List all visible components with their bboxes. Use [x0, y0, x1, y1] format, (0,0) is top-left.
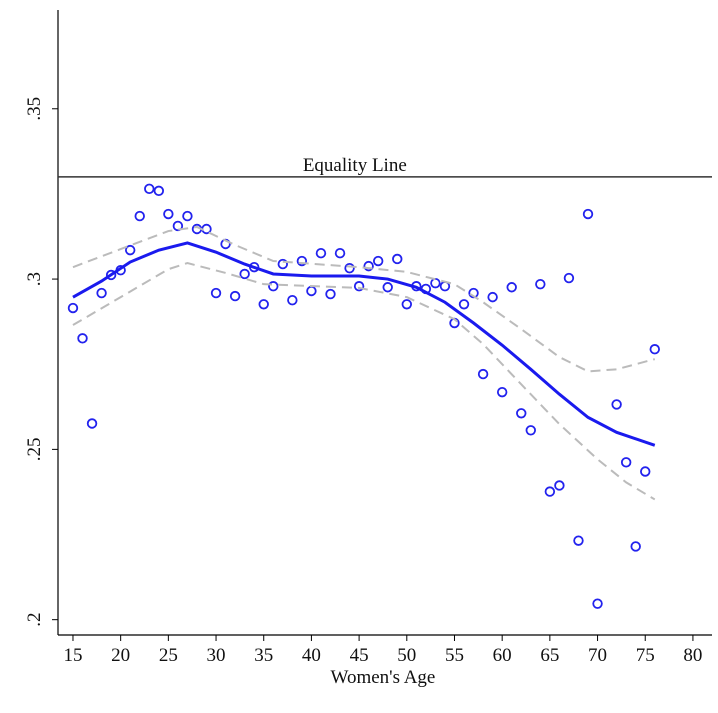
- point: [382, 282, 393, 293]
- x-tick-label: 40: [302, 645, 321, 666]
- point: [277, 258, 289, 270]
- point: [105, 269, 117, 281]
- point: [268, 281, 279, 292]
- point: [86, 418, 98, 429]
- point: [325, 288, 336, 300]
- point: [592, 598, 603, 609]
- point: [582, 208, 594, 220]
- point: [458, 299, 470, 310]
- x-tick-label: 65: [540, 645, 559, 666]
- point: [477, 368, 489, 380]
- x-tick-label: 50: [397, 645, 416, 666]
- x-tick-label: 80: [683, 645, 702, 666]
- x-tick-label: 30: [207, 645, 226, 666]
- x-tick-label: 75: [636, 645, 655, 666]
- point: [334, 247, 346, 259]
- point: [353, 281, 365, 292]
- point: [134, 210, 145, 222]
- point: [96, 287, 107, 299]
- point: [649, 344, 660, 355]
- point: [344, 262, 355, 274]
- y-tick-label: .25: [24, 437, 45, 461]
- y-tick-label: .2: [24, 613, 45, 627]
- x-tick-label: 25: [159, 645, 178, 666]
- x-tick-label: 20: [111, 645, 130, 666]
- point: [287, 294, 298, 306]
- y-tick-label: .35: [24, 97, 45, 121]
- x-tick-label: 35: [254, 645, 273, 666]
- y-tick-label: .3: [24, 272, 45, 286]
- point: [172, 220, 184, 232]
- point: [487, 291, 498, 303]
- point: [630, 541, 641, 552]
- point: [401, 299, 412, 310]
- point: [125, 244, 136, 256]
- point: [516, 408, 527, 419]
- point: [496, 386, 508, 398]
- equality-label: Equality Line: [303, 155, 407, 176]
- point: [525, 425, 536, 436]
- point: [315, 247, 327, 259]
- point: [430, 277, 441, 289]
- point: [306, 285, 317, 297]
- fit-line: [72, 241, 656, 447]
- point: [258, 299, 269, 310]
- point: [163, 208, 174, 220]
- confidence-band: [72, 262, 656, 501]
- point: [506, 282, 517, 293]
- point: [239, 268, 250, 280]
- x-tick-label: 60: [493, 645, 512, 666]
- point: [640, 466, 651, 477]
- point: [67, 302, 79, 314]
- point: [611, 399, 622, 410]
- point: [535, 278, 546, 290]
- point: [392, 253, 403, 265]
- point: [554, 480, 565, 491]
- point: [77, 333, 88, 344]
- point: [153, 185, 165, 197]
- point: [296, 255, 308, 267]
- point: [372, 255, 384, 267]
- x-tick-label: 55: [445, 645, 464, 666]
- confidence-band: [72, 225, 656, 373]
- x-tick-label: 70: [588, 645, 607, 666]
- point: [544, 486, 556, 497]
- x-tick-label: 45: [350, 645, 369, 666]
- point: [620, 457, 632, 468]
- point: [144, 183, 155, 195]
- x-tick-label: 15: [63, 645, 82, 666]
- point: [573, 535, 584, 546]
- point: [229, 290, 241, 302]
- point: [363, 260, 374, 272]
- x-axis-label: Women's Age: [331, 667, 436, 688]
- point: [210, 287, 222, 299]
- point: [182, 210, 193, 222]
- point: [563, 272, 575, 284]
